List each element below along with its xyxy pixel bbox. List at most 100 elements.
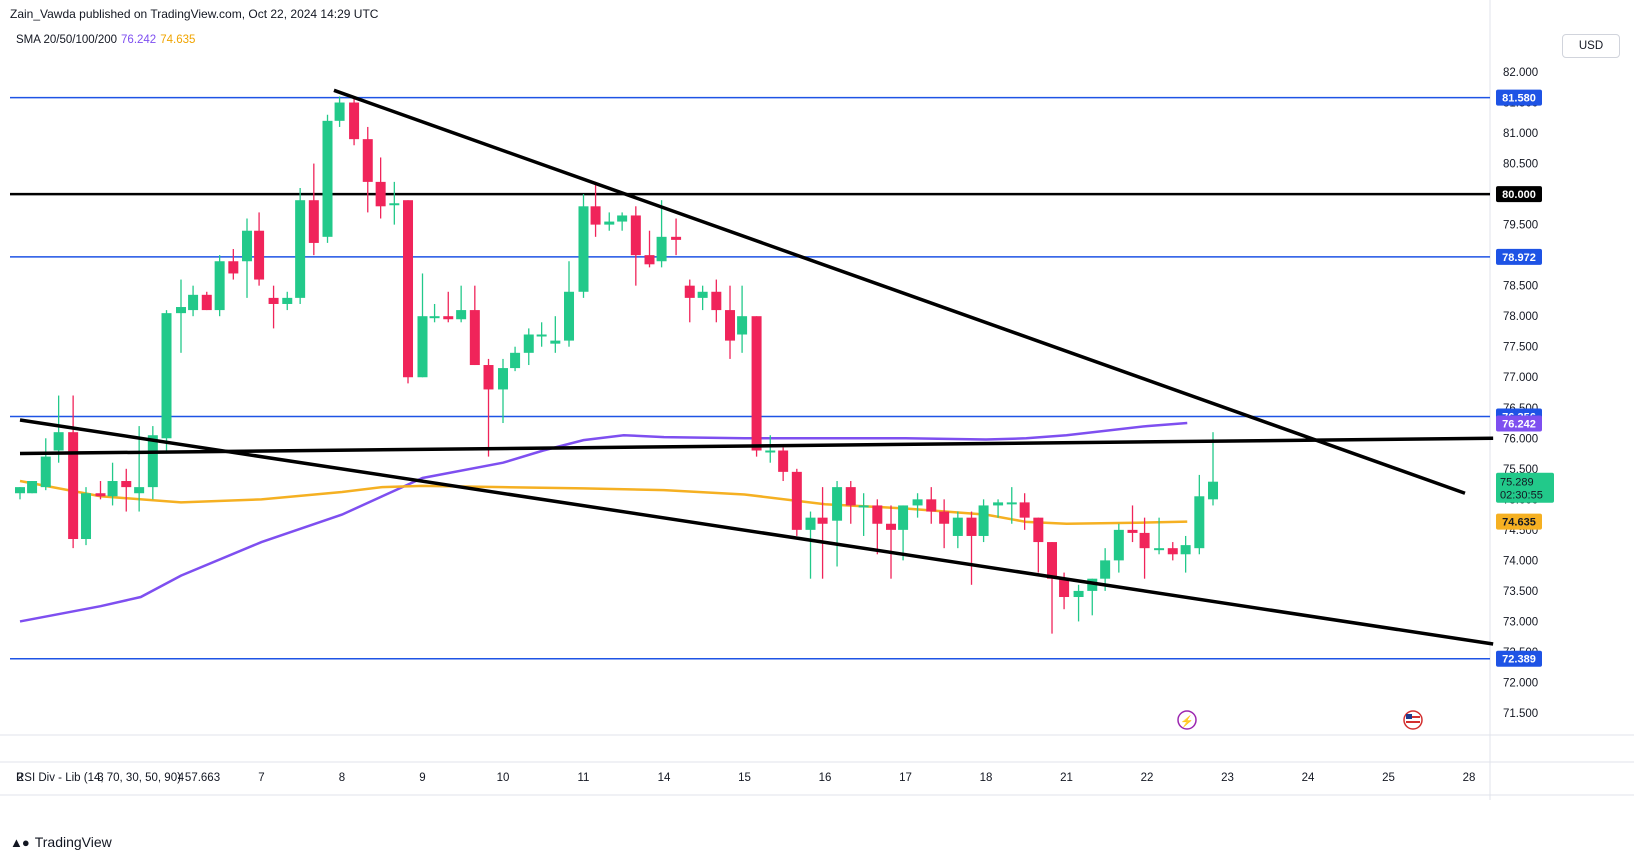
lightning-glyph: ⚡ (1180, 715, 1194, 728)
level-badge-text: 81.580 (1502, 93, 1536, 105)
candle-body (644, 255, 655, 265)
x-tick-label: 18 (980, 772, 993, 784)
candle-body (939, 511, 950, 524)
candle-body (214, 261, 225, 311)
candle-body (711, 291, 722, 311)
candle-body (671, 236, 682, 240)
candle-body (725, 310, 736, 341)
candle-body (630, 215, 641, 256)
x-tick-label: 8 (339, 772, 345, 784)
candle-body (898, 505, 909, 530)
y-tick-label: 74.000 (1503, 555, 1538, 567)
candle-body (417, 316, 428, 378)
brand-name: TradingView (34, 834, 112, 850)
candle-body (993, 502, 1004, 506)
rsi-legend[interactable]: RSI Div - Lib (14, 70, 30, 50, 90) 57.663 (16, 772, 220, 784)
candle-body (147, 435, 158, 488)
x-tick-label: 7 (258, 772, 264, 784)
candle-body (737, 316, 748, 335)
candle-body (952, 517, 963, 536)
x-tick-label: 25 (1382, 772, 1395, 784)
x-tick-label: 10 (497, 772, 510, 784)
candle-body (1194, 496, 1205, 549)
candle-body (68, 432, 79, 540)
candle-body (778, 450, 789, 472)
tradingview-logo-icon: ▲● (10, 834, 30, 850)
y-tick-label: 80.500 (1503, 159, 1538, 171)
candle-body (817, 517, 828, 524)
x-tick-label: 11 (578, 772, 590, 784)
y-tick-label: 72.000 (1503, 677, 1538, 689)
candle-body (443, 316, 454, 320)
candle-body (483, 365, 494, 390)
candle-body (95, 493, 106, 497)
flag-canton (1406, 714, 1412, 719)
candle-body (349, 102, 360, 140)
candle-body (375, 181, 386, 207)
candle-body (176, 307, 186, 314)
y-tick-label: 77.000 (1503, 372, 1538, 384)
y-tick-label: 81.000 (1503, 128, 1538, 140)
candle-body (845, 487, 856, 506)
candle-body (161, 313, 172, 439)
candle-body (1154, 548, 1165, 551)
candle-body (1047, 542, 1058, 579)
countdown-text: 02:30:55 (1500, 490, 1543, 502)
candle-body (429, 316, 440, 319)
sma-orange-badge (1496, 513, 1542, 530)
candle-body (322, 120, 333, 237)
tradingview-logo[interactable]: ▲● TradingView (10, 834, 112, 850)
x-tick-label: 3 (97, 772, 103, 784)
trendline (19, 436, 1494, 456)
candle-body (1100, 560, 1111, 579)
x-tick-label: 21 (1060, 772, 1073, 784)
x-tick-label: 24 (1302, 772, 1315, 784)
candle-body (389, 203, 400, 206)
candle-body (188, 294, 199, 311)
candle-body (1059, 578, 1070, 598)
last-price-badge (1496, 472, 1554, 503)
candle-body (308, 200, 319, 243)
sma-legend[interactable]: SMA 20/50/100/200 76.242 74.635 (16, 34, 195, 46)
sma-purple-line (19, 421, 1188, 623)
candle-body (254, 230, 265, 280)
candle-body (656, 236, 667, 262)
x-tick-label: 23 (1221, 772, 1234, 784)
candle-body (805, 517, 816, 530)
y-tick-label: 77.500 (1503, 342, 1538, 354)
candle-body (121, 481, 132, 488)
candle-body (242, 230, 253, 262)
level-badge-text: 78.972 (1502, 252, 1536, 264)
publisher-caption: Zain_Vawda published on TradingView.com,… (10, 7, 379, 21)
candle-body (536, 334, 547, 337)
y-tick-label: 73.000 (1503, 616, 1538, 628)
currency-button[interactable]: USD (1562, 34, 1620, 58)
candle-body (872, 505, 883, 524)
candle-body (403, 200, 414, 378)
candle-body (1113, 529, 1124, 561)
candle-body (53, 432, 64, 451)
last-price-text: 75.289 (1500, 477, 1534, 489)
candle-body (40, 456, 51, 488)
candle-body (578, 206, 589, 292)
trendline (19, 418, 1494, 646)
candle-body (1127, 529, 1138, 533)
lightning-event-icon (1177, 710, 1197, 730)
sma-purple-badge (1496, 415, 1542, 432)
sma-value-purple: 76.242 (121, 34, 157, 46)
candle-body (832, 487, 843, 521)
candle-body (912, 499, 923, 506)
candle-body (295, 200, 306, 298)
candle-body (498, 368, 508, 390)
x-tick-label: 28 (1463, 772, 1476, 784)
flag-stripe (1406, 716, 1420, 718)
candle-body (510, 352, 521, 369)
candle-body (604, 221, 615, 225)
y-tick-label: 73.500 (1503, 586, 1538, 598)
candle-body (564, 291, 575, 341)
y-tick-label: 71.500 (1503, 708, 1538, 720)
candle-body (765, 450, 776, 453)
candle-body (978, 505, 989, 536)
candle-body (684, 285, 695, 298)
